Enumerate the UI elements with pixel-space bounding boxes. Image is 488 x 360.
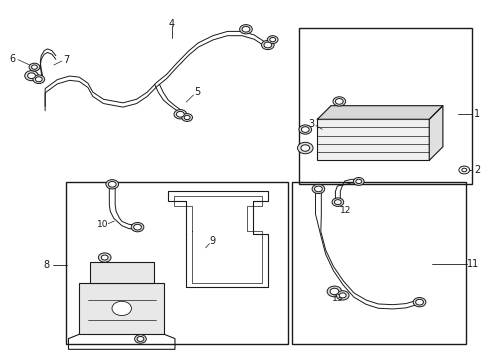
Circle shape [335,99,343,104]
Circle shape [242,26,249,32]
Circle shape [108,181,116,187]
Circle shape [300,145,309,151]
Circle shape [261,40,274,50]
Circle shape [28,73,35,78]
Circle shape [101,255,108,260]
Text: 11: 11 [466,259,478,269]
Text: 8: 8 [43,260,50,270]
Text: 2: 2 [473,165,479,175]
Bar [65,182,287,344]
Circle shape [137,337,143,342]
Circle shape [355,179,361,184]
Text: 3: 3 [307,118,313,129]
Circle shape [297,142,312,154]
Bar [291,182,465,344]
Circle shape [106,180,118,189]
Circle shape [298,125,311,134]
Circle shape [461,168,466,172]
Circle shape [25,71,38,81]
Circle shape [131,222,143,232]
Polygon shape [428,106,442,160]
Text: 6: 6 [9,54,15,64]
Circle shape [332,97,345,106]
Text: 10: 10 [97,220,108,229]
Circle shape [301,127,308,132]
Circle shape [239,24,252,34]
Bar [317,119,428,160]
Circle shape [176,111,184,117]
Circle shape [326,286,341,297]
Circle shape [267,36,278,44]
Text: 4: 4 [168,18,174,28]
Circle shape [353,177,364,185]
Circle shape [184,115,190,120]
Circle shape [314,186,322,192]
Text: 13: 13 [331,294,343,303]
Circle shape [33,75,44,84]
Circle shape [329,288,338,295]
Circle shape [412,297,425,307]
Circle shape [182,113,192,121]
Circle shape [31,65,37,69]
Polygon shape [317,106,442,119]
Circle shape [98,253,111,262]
Circle shape [134,335,146,343]
Circle shape [112,301,131,316]
Circle shape [458,166,468,174]
Text: 1: 1 [473,109,479,119]
Circle shape [133,224,141,230]
Circle shape [264,42,271,48]
Text: 7: 7 [63,55,69,64]
Text: 12: 12 [339,206,350,215]
Text: 9: 9 [209,236,216,246]
Bar [298,28,470,184]
Circle shape [334,200,341,204]
Circle shape [29,63,40,71]
Circle shape [415,299,423,305]
Circle shape [35,77,42,82]
Circle shape [311,184,324,194]
Circle shape [174,110,186,119]
Circle shape [269,37,275,42]
Text: 5: 5 [194,87,200,98]
Circle shape [336,291,348,300]
Bar [79,283,164,334]
Circle shape [331,198,343,206]
Circle shape [339,293,346,298]
Bar [90,262,153,283]
